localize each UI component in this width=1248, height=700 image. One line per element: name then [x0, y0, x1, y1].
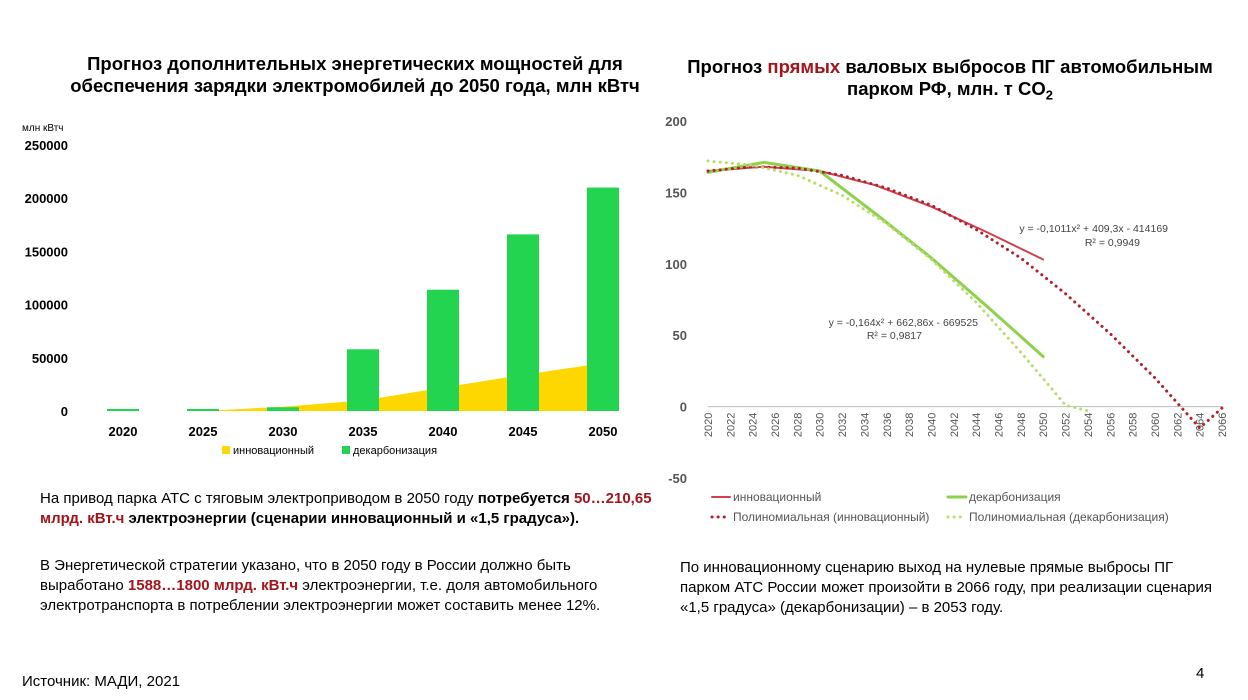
x-tick-label: 2064	[1195, 413, 1207, 437]
legend-label-decarbonization: декарбонизация	[969, 490, 1061, 504]
r2-decarbonization: R² = 0,9817	[867, 330, 922, 342]
right-title-sub: 2	[1045, 87, 1053, 103]
left-p1-text-3: электроэнергии (сценарии инновационный и…	[124, 510, 580, 527]
x-tick-label: 2034	[859, 413, 871, 437]
area-innovation	[123, 363, 603, 411]
x-tick-label: 2036	[882, 413, 894, 437]
x-tick-label: 2035	[349, 424, 378, 439]
y-tick-label: 200000	[25, 191, 68, 206]
left-p2-highlight: 1588…1800 млрд. кВт.ч	[127, 577, 299, 594]
left-p1-highlight: 50…210,65 млрд. кВт.ч	[40, 490, 652, 527]
legend-swatch-decarbonization	[342, 446, 350, 454]
bar-decarbonization	[187, 409, 219, 411]
x-tick-label: 2060	[1150, 413, 1162, 437]
equation-innovation: y = -0,1011x² + 409,3x - 414169	[1019, 223, 1168, 235]
bar-decarbonization	[107, 409, 139, 411]
x-tick-label: 2030	[815, 413, 827, 437]
right-paragraph: По инновационному сценарию выход на нуле…	[680, 559, 1212, 616]
bar-decarbonization	[267, 407, 299, 411]
bar-decarbonization	[347, 349, 379, 411]
right-title-post: валовых выбросов ПГ автомобильным парком…	[840, 56, 1213, 99]
legend-label-decarbonization: декарбонизация	[353, 445, 437, 457]
legend-label-innovation: инновационный	[733, 490, 821, 504]
x-tick-label: 2025	[189, 424, 218, 439]
left-paragraph-2: В Энергетической стратегии указано, что …	[40, 556, 640, 616]
x-tick-label: 2024	[748, 413, 760, 437]
bar-decarbonization	[587, 187, 619, 411]
left-p1-text-1: На привод парка АТС с тяговым электропри…	[40, 490, 478, 507]
trend-innovation	[706, 165, 1224, 430]
left-p1-text-2: потребуется	[477, 490, 574, 507]
x-tick-label: 2050	[589, 424, 618, 439]
trend-decarbonization	[706, 159, 1090, 413]
y-tick-label: 0	[61, 404, 68, 419]
x-tick-label: 2046	[994, 413, 1006, 437]
x-tick-label: 2044	[971, 413, 983, 437]
x-tick-label: 2048	[1016, 413, 1028, 437]
x-tick-label: 2040	[926, 413, 938, 437]
x-tick-label: 2028	[792, 413, 804, 437]
left-p2-text-1: В Энергетической стратегии указано, что …	[40, 557, 571, 594]
x-tick-label: 2040	[429, 424, 458, 439]
y-tick-label: -50	[668, 471, 687, 486]
source-note: Источник: МАДИ, 2021	[22, 673, 181, 690]
left-p2-text-2: электроэнергии, т.е. доля автомобильного…	[40, 577, 601, 614]
y-tick-label: 250000	[25, 138, 68, 153]
x-tick-label: 2062	[1172, 413, 1184, 437]
equation-decarbonization: y = -0,164x² + 662,86x - 669525	[829, 317, 979, 329]
y-tick-label: 150000	[25, 244, 68, 259]
x-tick-label: 2022	[725, 413, 737, 437]
y-tick-label: 150	[665, 185, 687, 200]
legend-label-trend-decarbonization: Полиномиальная (декарбонизация)	[969, 510, 1169, 524]
y-tick-label: 0	[680, 400, 687, 415]
right-line-chart: -50 0 50 100 150 200 2020 2022 2024 2026 2028 2030 2…	[665, 114, 1229, 524]
right-title-highlight: прямых	[767, 56, 841, 77]
y-tick-label: 50000	[32, 351, 68, 366]
x-tick-label: 2045	[509, 424, 538, 439]
x-tick-label: 2038	[904, 413, 916, 437]
x-tick-label: 2056	[1105, 413, 1117, 437]
x-tick-label: 2020	[109, 424, 138, 439]
left-paragraph-1: На привод парка АТС с тяговым электропри…	[40, 489, 660, 529]
right-title-pre: Прогноз	[687, 56, 768, 77]
y-tick-label: 100	[665, 257, 687, 272]
bar-decarbonization	[507, 234, 539, 411]
r2-innovation: R² = 0,9949	[1085, 237, 1140, 249]
x-tick-label: 2032	[837, 413, 849, 437]
x-tick-label: 2066	[1217, 413, 1229, 437]
x-tick-label: 2058	[1128, 413, 1140, 437]
x-tick-label: 2020	[703, 413, 715, 437]
left-chart-title: Прогноз дополнительных энергетических мо…	[70, 53, 640, 96]
x-tick-label: 2030	[269, 424, 298, 439]
line-decarbonization	[706, 160, 1045, 359]
left-bar-chart: млн кВтч 0 50000 100000 150000 200000 250000 20…	[22, 123, 619, 457]
legend-swatch-innovation	[222, 446, 230, 454]
page-number: 4	[1196, 665, 1205, 682]
x-tick-label: 2052	[1061, 413, 1073, 437]
x-tick-label: 2042	[949, 413, 961, 437]
right-chart-title: Прогноз прямых валовых выбросов ПГ автом…	[665, 56, 1235, 107]
y-tick-label: 100000	[25, 298, 68, 313]
legend-label-innovation: инновационный	[233, 445, 314, 457]
x-tick-label: 2026	[770, 413, 782, 437]
x-tick-label: 2050	[1038, 413, 1050, 437]
x-tick-label: 2054	[1083, 413, 1095, 437]
y-tick-label: 50	[673, 328, 687, 343]
bar-decarbonization	[427, 289, 459, 411]
y-unit-label: млн кВтч	[22, 123, 64, 134]
y-tick-label: 200	[665, 114, 687, 129]
legend-label-trend-innovation: Полиномиальная (инновационный)	[733, 510, 929, 524]
